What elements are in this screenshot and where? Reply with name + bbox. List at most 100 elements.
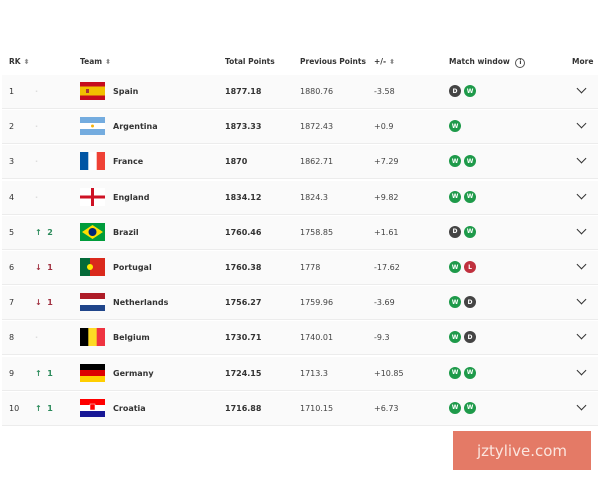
watermark: jztylive.com	[453, 431, 591, 470]
match-result-badge[interactable]: W	[464, 190, 476, 203]
previous-points-header: Previous Points	[300, 57, 366, 66]
team-name[interactable]: Spain	[113, 87, 139, 96]
match-result-badge[interactable]: W	[449, 261, 461, 273]
rank-change: ↑ 2	[35, 227, 53, 237]
team-header[interactable]: Team ⬍	[80, 57, 111, 66]
match-result-badge[interactable]: D	[449, 225, 461, 238]
match-result-badge[interactable]: W	[464, 155, 476, 168]
rank: 4	[9, 192, 15, 202]
rank-change: ·	[35, 157, 44, 166]
points-diff: +10.85	[374, 368, 404, 378]
total-points-header: Total Points	[225, 57, 275, 66]
points-diff: +7.29	[374, 157, 399, 167]
no-change-icon: ·	[35, 333, 39, 343]
sort-icon[interactable]: ⬍	[389, 58, 396, 66]
team-name[interactable]: France	[113, 157, 144, 167]
no-change-icon: ·	[35, 122, 39, 132]
match-result-badge[interactable]: W	[449, 366, 461, 379]
previous-points: 1758.85	[300, 227, 334, 237]
team-name[interactable]: England	[113, 192, 150, 202]
total-points: 1870	[225, 157, 248, 167]
points-diff: -17.62	[374, 263, 400, 272]
match-result-badge[interactable]: W	[449, 155, 461, 168]
match-result-badge[interactable]: L	[464, 261, 476, 273]
team-name[interactable]: Croatia	[113, 403, 146, 413]
match-result-badge[interactable]: W	[464, 366, 476, 379]
match-result-badge[interactable]: W	[464, 401, 476, 414]
match-result-badge[interactable]: W	[449, 190, 461, 203]
portugal-flag-icon	[80, 258, 105, 276]
arrow-up-icon: ↑	[35, 368, 42, 378]
team-name[interactable]: Netherlands	[113, 298, 169, 308]
sort-icon[interactable]: ⬍	[23, 58, 30, 66]
previous-points: 1824.3	[300, 192, 328, 202]
table-row[interactable]: 7 ↓ 1 Netherlands 1756.27 1759.96 -3.69 …	[2, 286, 598, 321]
expand-chevron-icon[interactable]	[576, 118, 587, 129]
team-name[interactable]: Germany	[113, 368, 154, 378]
match-result-badge[interactable]: D	[464, 331, 476, 344]
expand-chevron-icon[interactable]	[576, 189, 587, 200]
previous-points: 1880.76	[300, 87, 334, 96]
no-change-icon: ·	[35, 157, 39, 167]
match-result-badge[interactable]: W	[464, 85, 476, 97]
no-change-icon: ·	[35, 87, 39, 96]
total-points: 1760.38	[225, 263, 262, 272]
total-points: 1760.46	[225, 227, 262, 237]
expand-chevron-icon[interactable]	[576, 259, 587, 270]
no-change-icon: ·	[35, 192, 39, 202]
table-row[interactable]: 2 · Argentina 1873.33 1872.43 +0.9 W	[2, 110, 598, 145]
match-result-badge[interactable]: W	[449, 120, 461, 133]
previous-points: 1872.43	[300, 122, 334, 132]
arrow-down-icon: ↓	[35, 298, 42, 308]
rank: 3	[9, 157, 15, 167]
match-result-badge[interactable]: W	[449, 401, 461, 414]
match-result-badge[interactable]: W	[449, 296, 461, 309]
table-header: RK ⬍ Team ⬍ Total Points Previous Points +…	[0, 52, 600, 72]
belgium-flag-icon	[80, 328, 105, 347]
expand-chevron-icon[interactable]	[576, 224, 587, 235]
expand-chevron-icon[interactable]	[576, 400, 587, 411]
rank-change: ↑ 1	[35, 368, 53, 378]
rank: 5	[9, 227, 15, 237]
previous-points: 1713.3	[300, 368, 328, 378]
match-result-badge[interactable]: W	[464, 225, 476, 238]
previous-points: 1710.15	[300, 403, 334, 413]
expand-chevron-icon[interactable]	[576, 153, 587, 164]
diff-header[interactable]: +/- ⬍	[374, 57, 396, 66]
team-name[interactable]: Brazil	[113, 227, 139, 237]
info-icon[interactable]: i	[515, 58, 526, 68]
team-name[interactable]: Argentina	[113, 122, 158, 132]
match-window-header: Match window i	[449, 57, 526, 68]
rank: 9	[9, 368, 15, 378]
arrow-up-icon: ↑	[35, 403, 42, 413]
match-result-badge[interactable]: D	[449, 85, 461, 97]
expand-chevron-icon[interactable]	[576, 294, 587, 305]
sort-icon[interactable]: ⬍	[105, 58, 111, 66]
match-result-badge[interactable]: D	[464, 296, 476, 309]
rank-change: ↑ 1	[35, 403, 53, 413]
expand-chevron-icon[interactable]	[576, 329, 587, 340]
rank-header[interactable]: RK ⬍	[9, 57, 30, 66]
match-result-badge[interactable]: W	[449, 331, 461, 344]
expand-chevron-icon[interactable]	[576, 83, 587, 94]
team-name[interactable]: Portugal	[113, 263, 152, 272]
germany-flag-icon	[80, 363, 105, 382]
points-diff: +6.73	[374, 403, 399, 413]
team-name[interactable]: Belgium	[113, 333, 150, 343]
expand-chevron-icon[interactable]	[576, 365, 587, 376]
